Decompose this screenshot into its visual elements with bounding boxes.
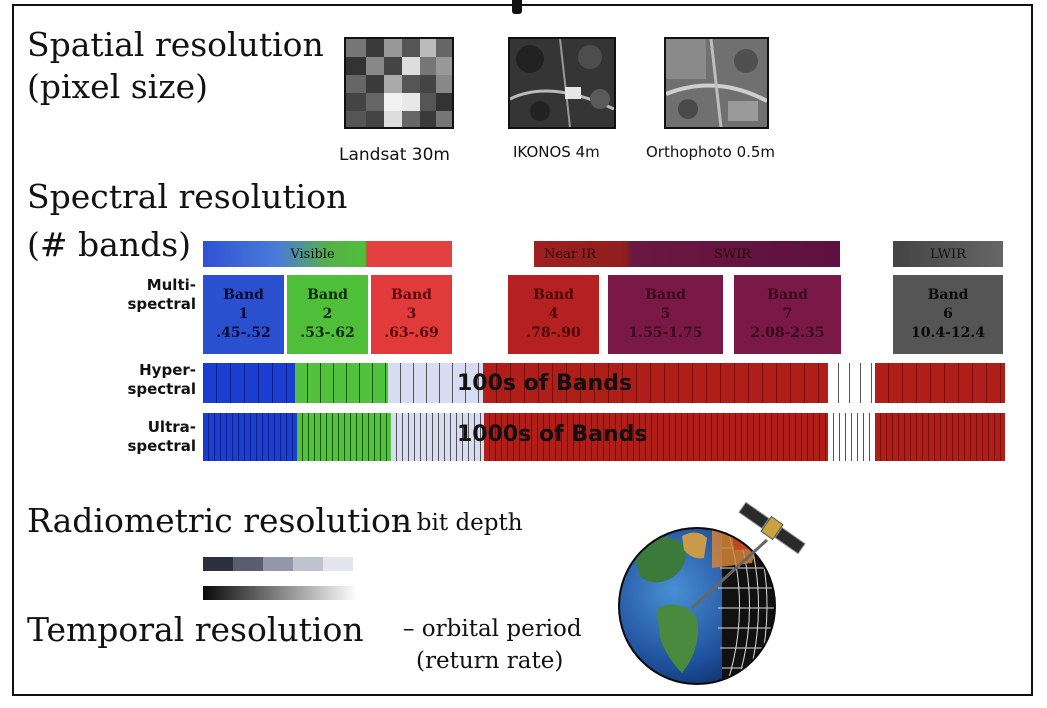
orbit-track-line: [690, 538, 769, 610]
band-6-range: 10.4-12.4: [910, 325, 985, 341]
band-1-box: Band 1 .45-.52: [203, 275, 284, 354]
visible-region-label: Visible: [290, 246, 335, 262]
spectral-subheading: (# bands): [27, 225, 192, 264]
band-5-number: 5: [660, 306, 671, 322]
temporal-note-line2: (return rate): [416, 648, 564, 674]
ikonos-caption: IKONOS 4m: [513, 143, 600, 161]
band-4-range: .78-.90: [526, 325, 581, 341]
radiometric-note: – bit depth: [398, 510, 523, 536]
band-4-box: Band 4 .78-.90: [508, 275, 599, 354]
band-2-box: Band 2 .53-.62: [287, 275, 368, 354]
band-2-name: Band: [307, 287, 348, 303]
band-6-number: 6: [943, 306, 953, 322]
landsat-image: [344, 37, 454, 129]
swir-region-label: SWIR: [714, 246, 752, 262]
band-3-box: Band 3 .63-.69: [371, 275, 452, 354]
ultraspectral-caption: 1000s of Bands: [457, 422, 648, 447]
earth-satellite-illustration: [618, 501, 806, 685]
band-5-box: Band 5 1.55-1.75: [608, 275, 723, 354]
continuous-grey-ramp: [203, 586, 357, 600]
band-5-name: Band: [645, 287, 686, 303]
near-ir-region-label: Near IR: [544, 246, 597, 262]
lwir-region-label: LWIR: [930, 246, 966, 262]
band-3-range: .63-.69: [384, 325, 439, 341]
band-6-name: Band: [927, 287, 969, 303]
landsat-pixels: [346, 39, 452, 127]
spatial-heading: Spatial resolution: [27, 25, 324, 64]
band-6-box: Band 6 10.4-12.4: [893, 275, 1003, 354]
hyperspectral-label: Hyper- spectral: [127, 361, 196, 398]
band-1-number: 1: [238, 306, 249, 322]
band-5-range: 1.55-1.75: [628, 325, 703, 341]
orthophoto-image: [664, 37, 769, 129]
band-7-name: Band: [767, 287, 808, 303]
band-7-range: 2.08-2.35: [750, 325, 825, 341]
band-2-range: .53-.62: [300, 325, 355, 341]
orthophoto-texture: [666, 39, 767, 127]
band-3-name: Band: [391, 287, 432, 303]
satellite-icon: [738, 501, 806, 555]
earth-icon: [618, 527, 776, 685]
band-2-number: 2: [322, 306, 333, 322]
landsat-caption: Landsat 30m: [339, 145, 450, 165]
band-7-box: Band 7 2.08-2.35: [734, 275, 841, 354]
temporal-note-line1: – orbital period: [403, 616, 582, 642]
band-7-number: 7: [782, 306, 793, 322]
ikonos-texture: [510, 39, 614, 127]
radiometric-heading: Radiometric resolution: [27, 501, 413, 540]
temporal-heading: Temporal resolution: [27, 610, 364, 649]
ikonos-image: [508, 37, 616, 129]
orthophoto-caption: Orthophoto 0.5m: [646, 143, 776, 161]
hyperspectral-strip: [203, 363, 1005, 403]
spectral-heading: Spectral resolution: [27, 177, 348, 216]
band-4-name: Band: [533, 287, 574, 303]
band-3-number: 3: [406, 306, 417, 322]
ultraspectral-label: Ultra- spectral: [127, 418, 196, 455]
cropped-title-fragment: [512, 0, 522, 14]
band-1-name: Band: [223, 287, 264, 303]
lwir-region-header: LWIR: [893, 241, 1003, 267]
visible-region-header: Visible: [203, 241, 452, 267]
multispectral-label: Multi- spectral: [127, 276, 196, 313]
ir-region-header: Near IR SWIR: [534, 241, 840, 267]
band-4-number: 4: [548, 306, 559, 322]
hyperspectral-caption: 100s of Bands: [457, 371, 633, 396]
ultraspectral-strip: [203, 413, 1005, 461]
spatial-subheading: (pixel size): [27, 67, 209, 106]
band-1-range: .45-.52: [216, 325, 271, 341]
